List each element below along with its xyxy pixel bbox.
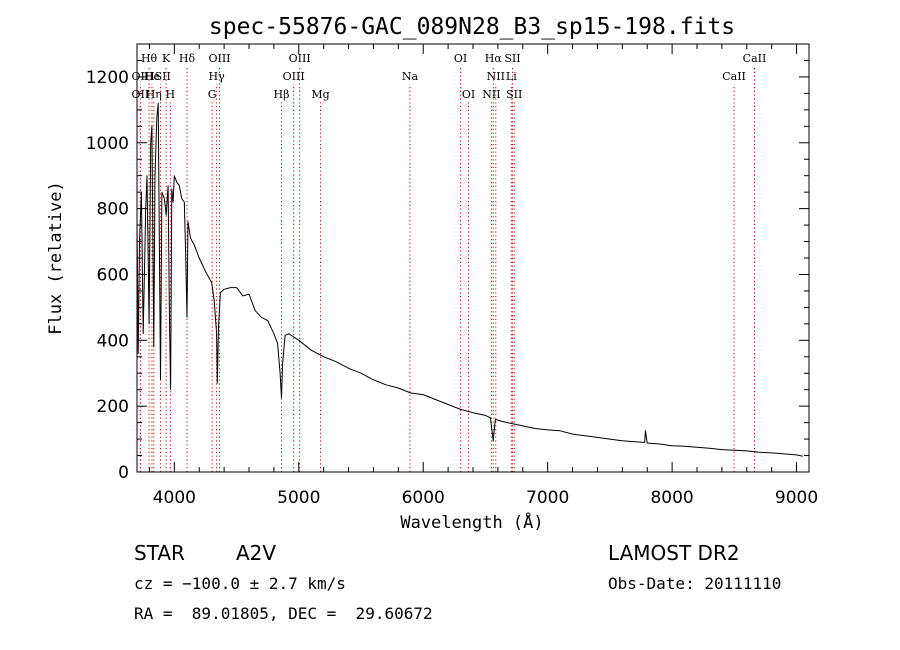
x-tick-label: 6000 — [402, 488, 445, 508]
y-tick-label: 800 — [97, 200, 129, 220]
line-marker-label: SII — [506, 88, 522, 101]
line-marker-label: He — [144, 70, 160, 83]
line-marker-label: Mg — [311, 88, 329, 101]
x-axis-label: Wavelength (Å) — [400, 511, 543, 533]
line-marker-label: NII — [487, 70, 505, 83]
line-marker-label: Hβ — [274, 88, 290, 101]
line-marker-label: Na — [402, 70, 419, 83]
observation-date: Obs-Date: 20111110 — [608, 574, 782, 593]
line-marker-label: Hθ — [141, 52, 158, 65]
line-marker-label: OI — [454, 52, 467, 65]
line-marker-label: OIII — [283, 70, 305, 83]
x-tick-label: 4000 — [153, 488, 196, 508]
line-marker-label: Hη — [146, 88, 162, 101]
line-marker-label: K — [162, 52, 171, 65]
y-tick-label: 1000 — [86, 134, 129, 154]
x-tick-label: 9000 — [775, 488, 818, 508]
axis-tick-layer: 4000 5000 6000 7000 8000 9000 0 200 400 600 800 100… — [86, 43, 818, 508]
y-tick-label: 0 — [118, 463, 129, 483]
line-marker-label: Hδ — [179, 52, 196, 65]
survey-release: LAMOST DR2 — [608, 541, 740, 565]
spectral-subclass: A2V — [236, 541, 277, 565]
line-marker-label: NII — [482, 88, 500, 101]
chart-title: spec-55876-GAC_089N28_B3_sp15-198.fits — [209, 14, 735, 40]
line-marker-label: CaII — [743, 52, 767, 65]
line-marker-label: Hγ — [209, 70, 226, 83]
line-marker-label: OI — [462, 88, 475, 101]
x-tick-label: 8000 — [650, 488, 693, 508]
y-axis-label: Flux (relative) — [46, 181, 66, 335]
line-marker-label: OIII — [289, 52, 311, 65]
y-tick-label: 600 — [97, 265, 129, 285]
line-marker-label: OII — [132, 88, 150, 101]
line-marker-label: OIII — [208, 52, 230, 65]
y-tick-label: 1200 — [86, 68, 129, 88]
coordinates: RA = 89.01805, DEC = 29.60672 — [134, 604, 433, 623]
spectrum-line — [136, 102, 803, 457]
x-tick-label: 7000 — [526, 488, 569, 508]
y-tick-label: 400 — [97, 331, 129, 351]
line-marker-label: Hα — [485, 52, 503, 65]
line-marker-label: Li — [506, 70, 517, 83]
line-marker-label: SII — [504, 52, 520, 65]
y-tick-label: 200 — [97, 397, 129, 417]
object-class: STAR — [134, 541, 185, 565]
redshift-velocity: cz = −100.0 ± 2.7 km/s — [134, 574, 346, 593]
line-marker-label: ISII — [150, 70, 171, 83]
line-marker-label: CaII — [722, 70, 746, 83]
plot-frame — [136, 43, 810, 473]
plot-area — [136, 102, 803, 457]
line-marker-label: G — [208, 88, 217, 101]
line-marker-label: H — [166, 88, 176, 101]
x-tick-label: 5000 — [277, 488, 320, 508]
